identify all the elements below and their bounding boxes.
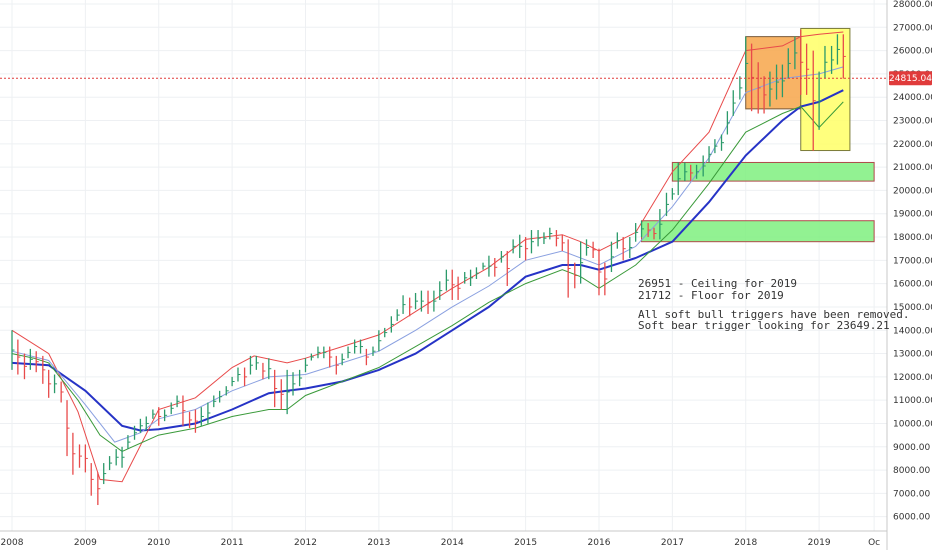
- current-price-label: 24815.04: [889, 74, 932, 84]
- y-tick-label: 26000.00: [893, 47, 932, 57]
- annotation-text: 26951 - Ceiling for 2019 21712 - Floor f…: [638, 277, 910, 332]
- annotation-floor: 21712 - Floor for 2019: [638, 289, 784, 302]
- y-tick-label: 16000.00: [893, 280, 932, 290]
- x-tick-label: 2015: [514, 538, 537, 548]
- y-tick-label: 13000.00: [893, 350, 932, 360]
- indicator-lines: [11, 31, 844, 483]
- current-price-badge-bg: [889, 71, 932, 86]
- x-tick-label: Oc: [868, 538, 880, 548]
- x-tick-label: 2011: [221, 538, 244, 548]
- series-line-1: [11, 31, 844, 483]
- x-tick-label: 2012: [294, 538, 317, 548]
- x-tick-label: 2013: [367, 538, 390, 548]
- y-tick-label: 8000.00: [893, 466, 930, 476]
- y-tick-label: 24000.00: [893, 93, 932, 103]
- series-line-0: [11, 89, 844, 432]
- x-tick-label: 2008: [1, 538, 24, 548]
- x-tick-label: 2019: [808, 538, 831, 548]
- axes: [0, 0, 888, 550]
- series-line-2: [11, 101, 844, 452]
- y-tick-label: 12000.00: [893, 373, 932, 383]
- x-tick-label: 2018: [734, 538, 757, 548]
- series-line-3: [11, 66, 844, 443]
- annotation-bull-triggers: All soft bull triggers have been removed…: [638, 308, 910, 321]
- y-tick-label: 23000.00: [893, 117, 932, 127]
- y-tick-label: 19000.00: [893, 210, 932, 220]
- annotation-ceiling: 26951 - Ceiling for 2019: [638, 277, 797, 290]
- y-tick-label: 18000.00: [893, 233, 932, 243]
- y-tick-label: 6000.00: [893, 513, 930, 523]
- annotation-bear-trigger: Soft bear trigger looking for 23649.21: [638, 319, 890, 332]
- y-tick-label: 11000.00: [893, 396, 932, 406]
- x-tick-label: 2014: [441, 538, 464, 548]
- current-price-badge: 24815.04: [889, 71, 932, 86]
- y-tick-label: 15000.00: [893, 303, 932, 313]
- x-tick-label: 2017: [661, 538, 684, 548]
- x-tick-label: 2016: [588, 538, 611, 548]
- x-tick-label: 2010: [147, 538, 170, 548]
- y-tick-label: 17000.00: [893, 256, 932, 266]
- grid-lines: [0, 0, 887, 531]
- y-tick-label: 7000.00: [893, 489, 930, 499]
- x-axis-ticks: 2008 2009 2010 2011 2012 2013 2014 2015 2016 2017…: [1, 538, 881, 548]
- highlight-zones: [641, 27, 875, 243]
- y-tick-label: 9000.00: [893, 443, 930, 453]
- y-tick-label: 21000.00: [893, 163, 932, 173]
- y-tick-label: 14000.00: [893, 326, 932, 336]
- y-tick-label: 22000.00: [893, 140, 932, 150]
- y-tick-label: 27000.00: [893, 23, 932, 33]
- y-tick-label: 10000.00: [893, 419, 932, 429]
- y-tick-label: 20000.00: [893, 186, 932, 196]
- price-bars: [11, 29, 846, 506]
- x-tick-label: 2009: [74, 538, 97, 548]
- y-tick-label: 28000.00: [893, 0, 932, 10]
- zone-orange-box: [745, 36, 802, 110]
